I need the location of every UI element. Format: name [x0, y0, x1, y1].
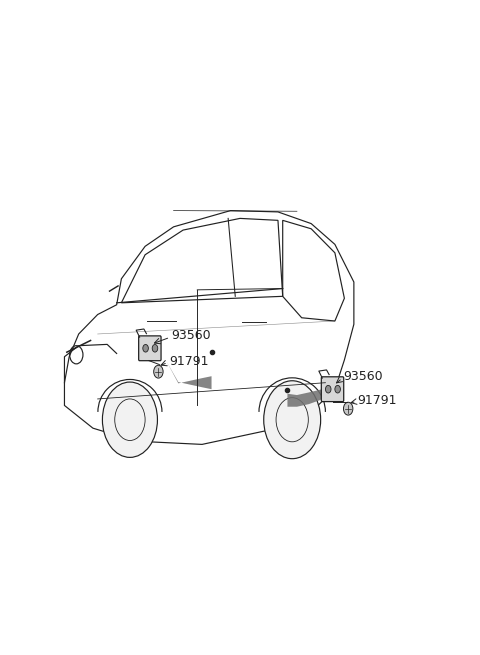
Polygon shape — [167, 362, 212, 389]
Circle shape — [335, 385, 340, 393]
Circle shape — [344, 402, 353, 415]
Text: 93560: 93560 — [171, 329, 211, 342]
Text: 91791: 91791 — [358, 394, 397, 407]
Polygon shape — [288, 387, 328, 407]
Circle shape — [264, 381, 321, 458]
Circle shape — [154, 365, 163, 378]
Circle shape — [325, 385, 331, 393]
Text: 91791: 91791 — [169, 355, 208, 367]
Text: 93560: 93560 — [343, 369, 383, 383]
Circle shape — [152, 345, 158, 352]
Circle shape — [143, 345, 148, 352]
FancyBboxPatch shape — [321, 377, 344, 402]
Circle shape — [102, 382, 157, 457]
FancyBboxPatch shape — [139, 336, 161, 361]
